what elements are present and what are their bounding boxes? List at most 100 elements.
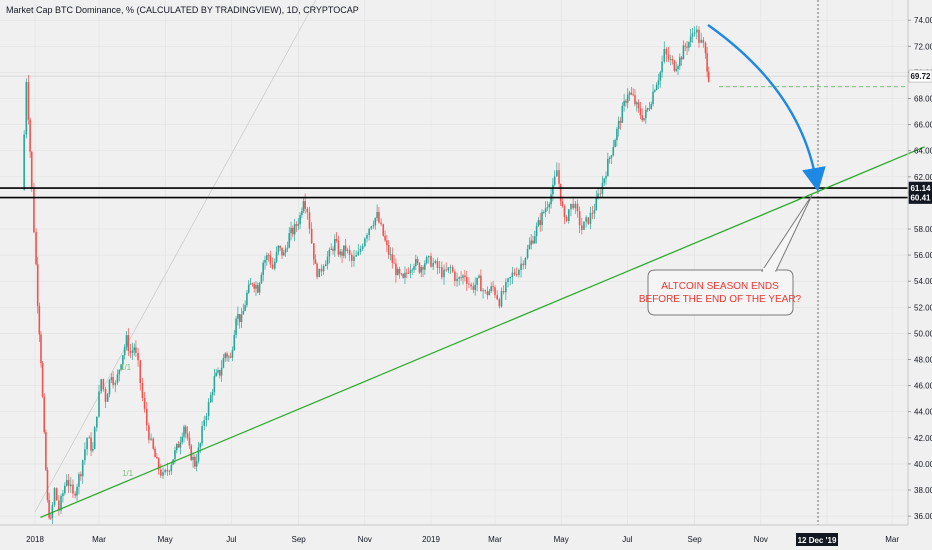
candle-body — [88, 437, 91, 439]
candle-body — [96, 416, 98, 428]
candle-body — [482, 290, 484, 292]
x-tick-label: May — [554, 535, 569, 544]
candle-body — [665, 48, 668, 55]
candle-body — [456, 278, 458, 282]
y-tick-label: 68.00 — [914, 95, 932, 104]
callout-line-1: ALTCOIN SEASON ENDS — [661, 281, 779, 292]
candle-body — [679, 57, 681, 67]
candle-body — [81, 460, 84, 477]
candle-body — [623, 100, 625, 106]
candle-body — [348, 249, 351, 255]
candle-body — [320, 268, 323, 272]
candle-body — [148, 425, 150, 440]
candle-body — [572, 203, 574, 209]
candle-body — [185, 426, 187, 434]
candle-body — [535, 226, 538, 237]
candle-body — [164, 469, 166, 473]
y-tick-label: 54.00 — [914, 277, 932, 286]
candle-body — [498, 299, 501, 307]
candle-body — [702, 39, 705, 43]
annotation-callout[interactable]: ALTCOIN SEASON ENDS BEFORE THE END OF TH… — [639, 194, 813, 316]
candle-body — [449, 267, 452, 269]
candle-body — [203, 420, 206, 426]
candle-body — [337, 240, 340, 255]
candle-body — [277, 245, 280, 252]
candle-body — [680, 57, 683, 60]
candle-body — [343, 245, 345, 256]
candle-body — [700, 39, 702, 43]
candle-body — [374, 218, 377, 226]
candle-body — [229, 356, 232, 358]
candle-body — [179, 442, 182, 448]
candle-body — [84, 449, 86, 461]
candle-body — [308, 212, 311, 229]
candle-body — [224, 353, 227, 359]
candle-body — [217, 370, 219, 373]
candle-body — [269, 255, 272, 265]
candle-body — [364, 238, 366, 247]
candle-body — [231, 350, 234, 358]
candle-body — [313, 243, 315, 260]
candle-body — [607, 158, 609, 177]
candle-body — [438, 267, 441, 269]
candle-body — [434, 261, 437, 263]
candle-body — [591, 212, 594, 214]
candle-body — [284, 248, 287, 253]
candle-body — [524, 258, 527, 266]
candle-body — [33, 188, 35, 233]
candle-body — [174, 450, 176, 460]
candle-body — [116, 374, 119, 383]
candle-body — [293, 224, 296, 235]
candle-body — [194, 456, 196, 467]
candle-body — [537, 220, 540, 227]
candle-body — [520, 263, 522, 270]
x-tick-label: Mar — [92, 535, 106, 544]
candle-body — [704, 42, 707, 54]
candle-body — [114, 382, 117, 385]
candle-body — [235, 318, 237, 335]
candle-body — [330, 248, 332, 250]
candle-body — [621, 105, 624, 123]
candle-body — [98, 391, 100, 417]
candle-body — [166, 469, 169, 472]
candle-body — [318, 268, 321, 278]
candle-body — [667, 54, 670, 60]
candle-body — [286, 247, 289, 249]
candle-body — [669, 59, 672, 60]
candle-body — [145, 408, 148, 426]
y-tick-label: 72.00 — [914, 42, 932, 51]
candle-body — [628, 92, 631, 95]
candle-body — [424, 263, 426, 270]
candle-body — [23, 134, 25, 190]
candle-body — [341, 251, 343, 256]
candle-body — [563, 206, 566, 218]
candle-body — [262, 262, 264, 275]
candle-body — [205, 416, 208, 421]
candle-body — [376, 211, 378, 219]
y-tick-label: 52.00 — [914, 303, 932, 312]
candle-body — [655, 84, 658, 91]
candle-body — [639, 108, 642, 116]
candle-body — [247, 284, 250, 293]
fib-label: 1/1 — [120, 363, 132, 372]
candle-body — [574, 203, 577, 209]
candle-body — [691, 33, 694, 37]
x-tick-label: Mar — [885, 535, 899, 544]
candle-body — [120, 364, 122, 370]
candle-body — [283, 252, 285, 256]
candle-body — [370, 226, 373, 229]
candle-body — [118, 369, 121, 375]
candle-body — [264, 259, 266, 263]
candle-body — [45, 432, 47, 470]
candle-body — [593, 210, 596, 214]
candle-body — [267, 255, 270, 257]
candle-body — [62, 493, 64, 497]
candle-body — [505, 281, 507, 293]
candle-body — [353, 256, 355, 261]
candle-body — [541, 212, 543, 225]
candle-body — [175, 443, 178, 451]
candle-body — [415, 259, 417, 267]
candle-body — [645, 109, 647, 119]
candle-body — [436, 261, 439, 269]
